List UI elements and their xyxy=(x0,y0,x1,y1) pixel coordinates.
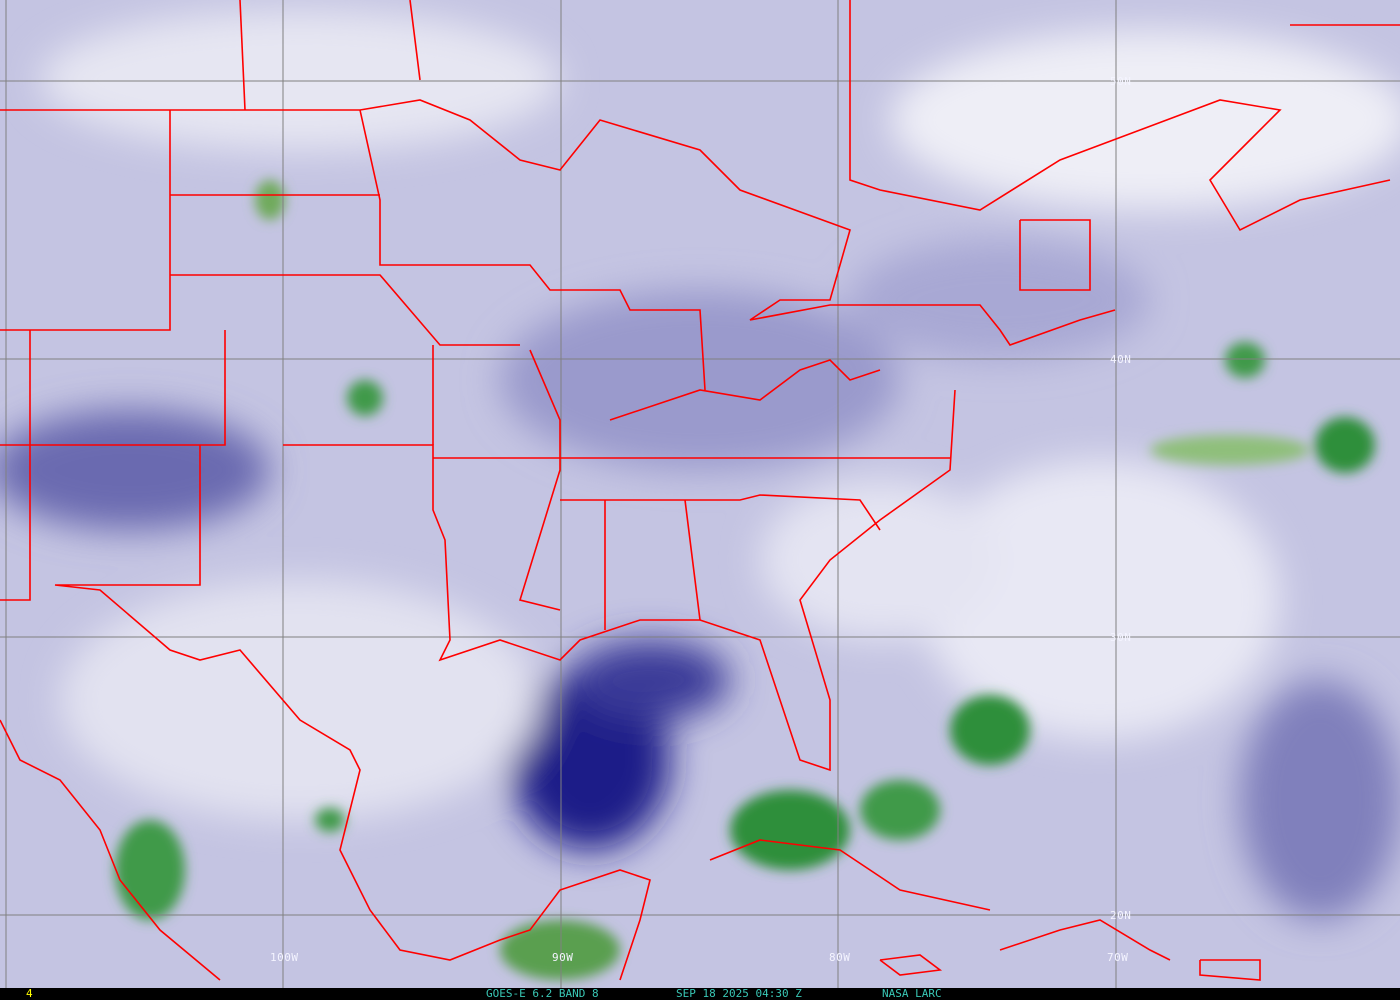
latitude-label: 20N xyxy=(1110,909,1132,922)
cloud-tops xyxy=(115,180,1375,980)
status-bar: 4 GOES-E 6.2 BAND 8 SEP 18 2025 04:30 Z … xyxy=(0,988,1400,1000)
longitude-label: 70W xyxy=(1107,951,1129,964)
credit-label: NASA LARC xyxy=(882,987,942,1000)
longitude-label: 80W xyxy=(829,951,851,964)
moisture-field xyxy=(0,10,1400,920)
latitude-label: 50N xyxy=(1110,75,1132,88)
frame-number: 4 xyxy=(26,987,33,1000)
longitude-label: 100W xyxy=(270,951,299,964)
product-label: GOES-E 6.2 BAND 8 xyxy=(486,987,599,1000)
longitude-label: 90W xyxy=(552,951,574,964)
latitude-label: 30N xyxy=(1110,631,1132,644)
latitude-label: 40N xyxy=(1110,353,1132,366)
datetime-label: SEP 18 2025 04:30 Z xyxy=(676,987,802,1000)
